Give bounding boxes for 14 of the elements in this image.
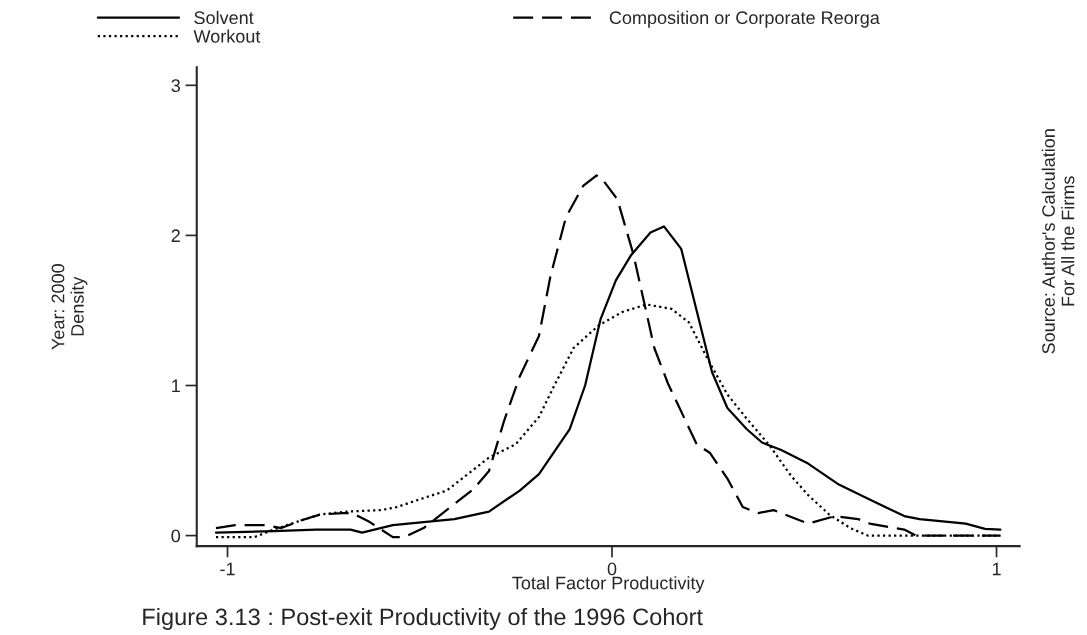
source-note: Source: Author's Calculation For All the Firms	[1041, 129, 1075, 354]
y-tick-label: 0	[171, 529, 181, 543]
y-tick-label: 1	[172, 379, 180, 393]
x-tick-label: 1	[992, 562, 1001, 576]
x-axis-title: Total Factor Productivity	[512, 576, 705, 593]
y-tick-label: 3	[171, 79, 180, 93]
y-tick-label: 2	[171, 229, 180, 242]
legend-label: Workout	[193, 29, 261, 43]
legend-label: Solvent	[194, 10, 254, 25]
legend-label: Composition or Corporate Reorga	[609, 10, 880, 28]
text: Figure 3.13 : Post-exit Productivity of the 1996 Cohort	[143, 607, 703, 630]
x-tick-label: -1	[220, 562, 235, 576]
x-tick-label: 0	[607, 562, 617, 576]
y-axis-title: Year: 2000 Density	[51, 264, 88, 350]
